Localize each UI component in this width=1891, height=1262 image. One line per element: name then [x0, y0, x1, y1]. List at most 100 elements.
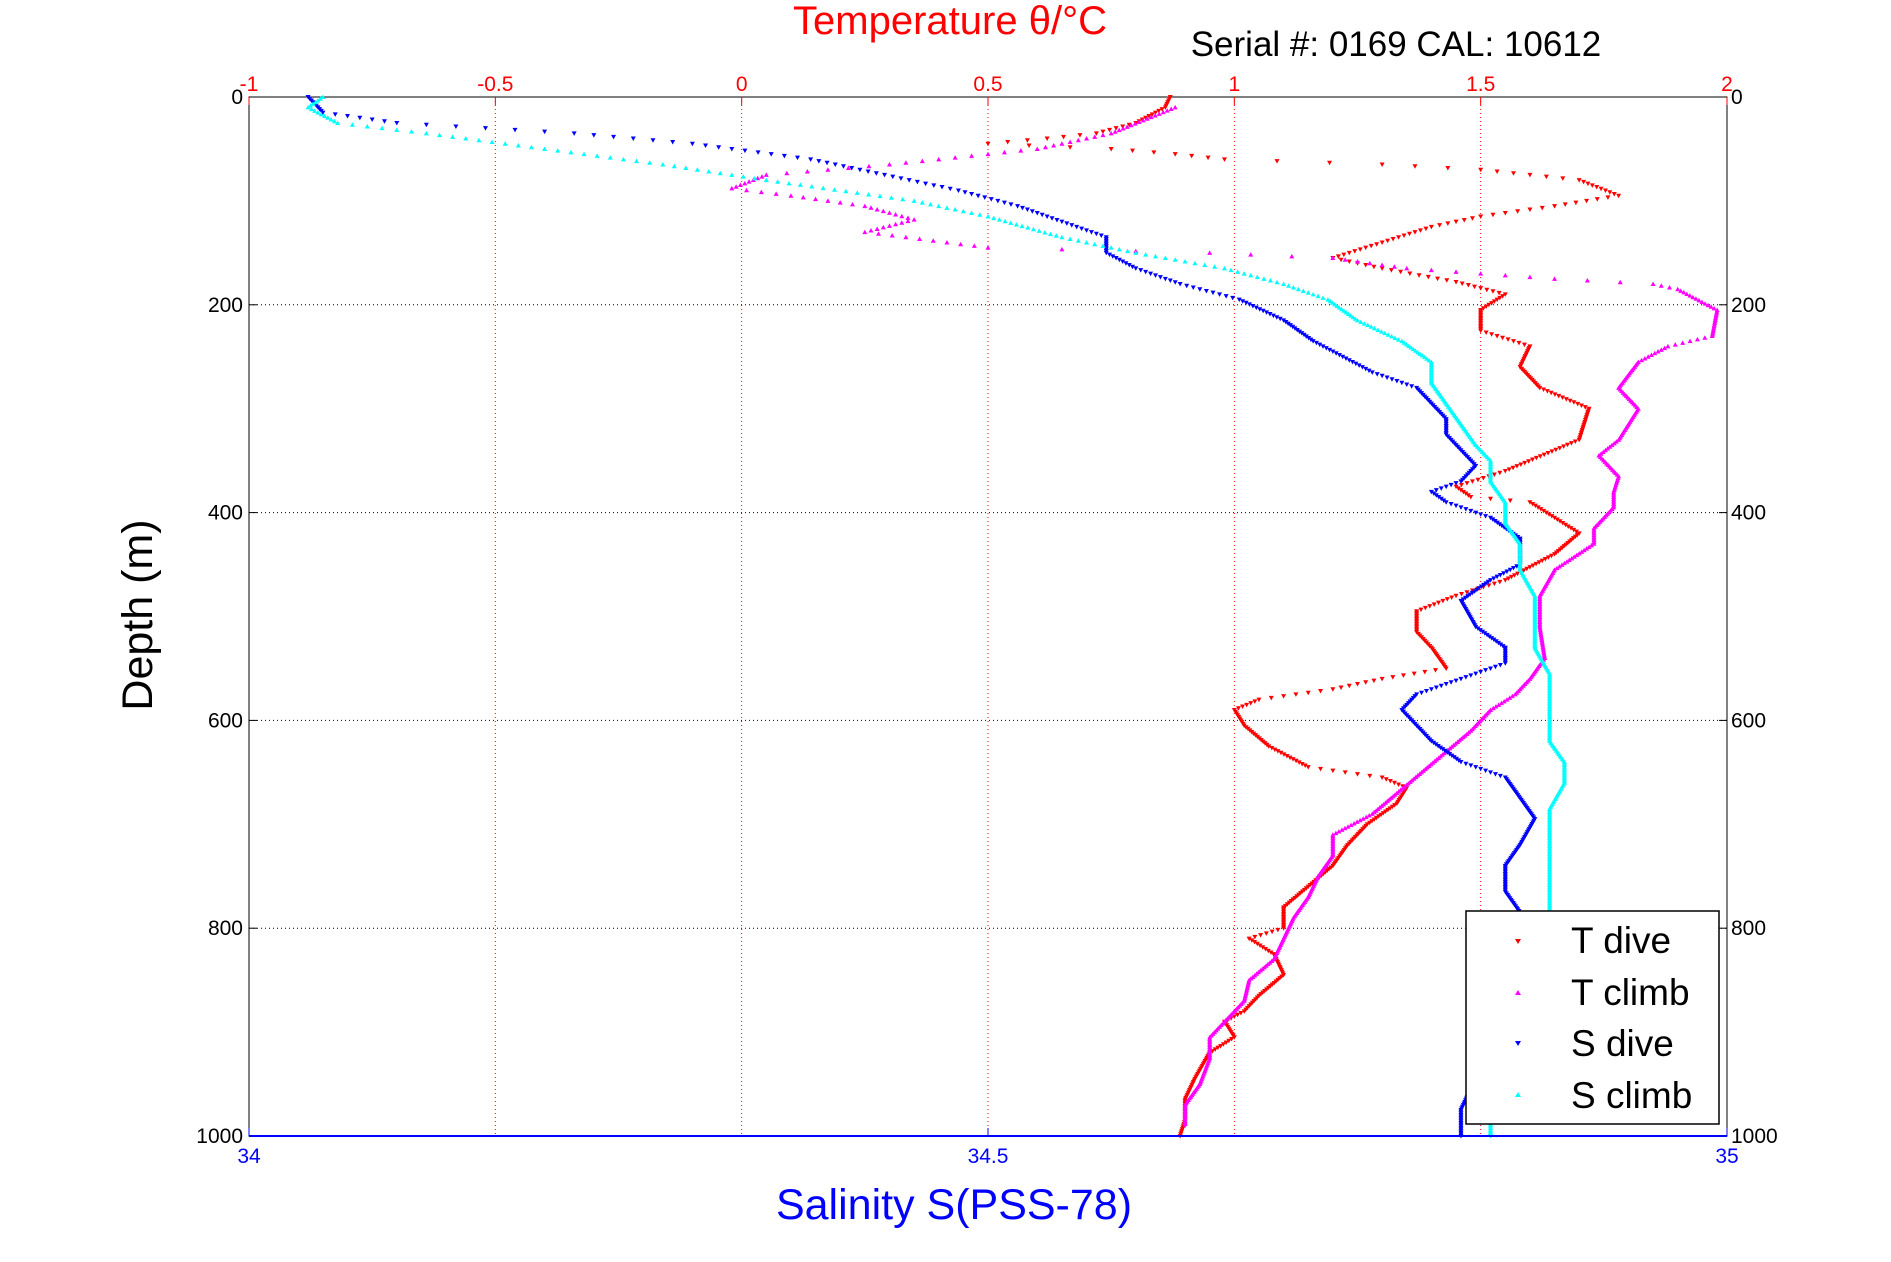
data-point — [349, 122, 355, 127]
data-point — [1077, 133, 1083, 138]
data-point — [1490, 517, 1496, 522]
data-point — [1261, 276, 1267, 281]
data-point — [813, 196, 819, 202]
data-point — [1203, 288, 1209, 294]
data-point — [1652, 350, 1658, 356]
data-point — [1265, 948, 1271, 954]
data-point — [1008, 220, 1014, 225]
data-point — [1473, 671, 1479, 677]
data-point — [1357, 247, 1363, 252]
data-point — [1125, 248, 1131, 254]
data-point — [1354, 819, 1360, 824]
data-point — [1433, 493, 1439, 498]
legend-label-t-climb: T climb — [1571, 972, 1690, 1013]
data-point — [1346, 250, 1352, 256]
data-point — [1465, 594, 1471, 599]
data-point — [1456, 758, 1462, 763]
data-point — [1490, 212, 1496, 218]
data-point — [1345, 311, 1351, 316]
data-point — [1544, 389, 1550, 394]
depth-tick-label-left: 800 — [208, 917, 243, 940]
data-point — [1469, 479, 1475, 484]
data-point — [1205, 155, 1211, 161]
data-point — [1391, 264, 1397, 269]
data-point — [947, 186, 953, 192]
data-point — [1474, 587, 1480, 593]
data-point — [1616, 437, 1622, 442]
data-point — [1563, 397, 1569, 402]
data-point — [1313, 340, 1319, 346]
data-point — [394, 120, 400, 126]
data-point — [1437, 223, 1443, 228]
data-point — [1527, 172, 1533, 178]
data-point — [1445, 221, 1451, 226]
data-point — [364, 123, 370, 129]
data-point — [1015, 204, 1021, 209]
data-point — [1483, 304, 1489, 310]
data-point — [1527, 500, 1533, 505]
data-point — [1443, 666, 1449, 671]
data-point — [1437, 745, 1443, 751]
data-point — [1190, 285, 1196, 290]
data-point — [874, 226, 880, 231]
data-point — [1379, 775, 1385, 781]
data-point — [1302, 763, 1308, 769]
data-point — [1029, 209, 1035, 214]
data-point — [1013, 221, 1019, 227]
data-point — [1496, 702, 1502, 707]
data-point — [630, 136, 636, 142]
data-point — [1576, 437, 1582, 443]
data-point — [1269, 745, 1275, 751]
data-point — [1172, 152, 1178, 157]
data-point — [1687, 338, 1693, 344]
data-point — [1133, 266, 1139, 271]
data-point — [1594, 197, 1600, 202]
data-point — [1172, 257, 1178, 262]
data-point — [1363, 814, 1369, 820]
data-point — [1497, 522, 1503, 527]
data-point — [1235, 269, 1241, 274]
data-point — [1412, 164, 1418, 169]
data-point — [315, 97, 321, 103]
data-point — [857, 167, 863, 173]
data-point — [1490, 289, 1496, 294]
data-point — [1591, 541, 1597, 546]
data-point — [1215, 1045, 1221, 1051]
data-point — [1448, 501, 1454, 507]
data-point — [1149, 112, 1155, 117]
data-point — [1348, 822, 1354, 828]
data-point — [1464, 590, 1470, 595]
data-point — [1039, 212, 1045, 218]
data-point — [1527, 565, 1533, 570]
data-point — [1579, 549, 1585, 554]
data-point — [1488, 666, 1494, 671]
data-point — [1385, 807, 1391, 813]
data-point — [977, 212, 983, 217]
data-point — [1310, 339, 1316, 344]
data-point — [647, 160, 653, 165]
data-point — [1463, 761, 1469, 767]
data-point — [1650, 281, 1656, 287]
data-point — [1667, 284, 1673, 290]
data-point — [899, 220, 905, 225]
data-point — [317, 96, 323, 101]
data-point — [1207, 250, 1213, 255]
data-point — [1306, 335, 1312, 341]
data-point — [1231, 1035, 1237, 1040]
data-point — [1453, 678, 1459, 684]
data-point — [1444, 750, 1450, 755]
data-point — [1449, 595, 1455, 600]
data-point — [988, 197, 994, 202]
data-point — [1019, 223, 1025, 229]
data-point — [1497, 662, 1503, 668]
data-point — [1497, 470, 1503, 476]
data-point — [1564, 559, 1570, 564]
data-point — [1363, 245, 1369, 251]
data-point — [1702, 301, 1708, 306]
data-point — [1320, 344, 1326, 349]
data-point — [1645, 354, 1651, 359]
data-point — [1465, 283, 1471, 288]
data-point — [555, 148, 561, 153]
data-point — [1350, 314, 1356, 320]
data-point — [1378, 329, 1384, 334]
